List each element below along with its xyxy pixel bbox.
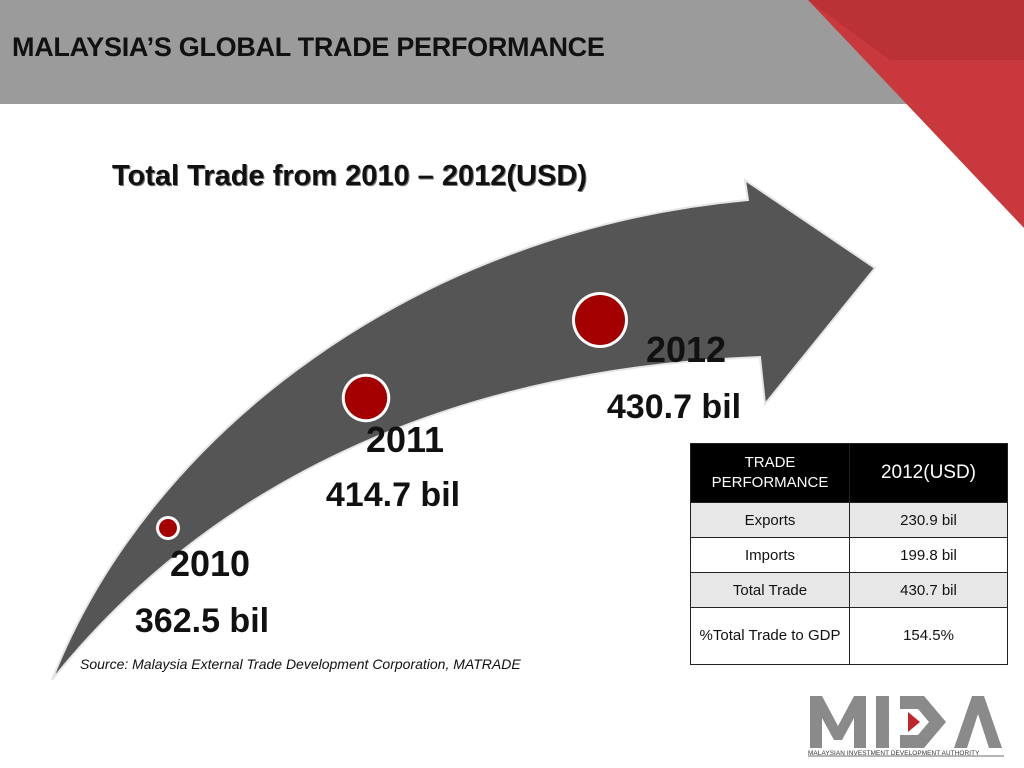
- value-label-2012: 430.7 bil: [607, 388, 741, 426]
- table-row: %Total Trade to GDP 154.5%: [690, 607, 1008, 665]
- value-label-2010: 362.5 bil: [135, 602, 269, 640]
- trade-performance-table: TRADE PERFORMANCE 2012(USD) Exports 230.…: [690, 443, 1008, 665]
- table-cell-value: 199.8 bil: [849, 537, 1008, 573]
- table-cell-value: 230.9 bil: [849, 502, 1008, 538]
- logo-letter-d: [900, 696, 946, 748]
- table-cell-label: Exports: [690, 502, 850, 538]
- logo-letter-i: [876, 696, 889, 748]
- year-label-2012: 2012: [646, 329, 726, 370]
- logo-letter-m: [810, 696, 866, 748]
- table-row: Exports 230.9 bil: [690, 502, 1008, 538]
- logo-red-triangle: [908, 712, 920, 732]
- table-cell-label: %Total Trade to GDP: [690, 607, 850, 665]
- table-row: Imports 199.8 bil: [690, 537, 1008, 573]
- page-title: MALAYSIA’S GLOBAL TRADE PERFORMANCE: [12, 32, 605, 62]
- table-cell-value: 430.7 bil: [849, 572, 1008, 608]
- table-row: Total Trade 430.7 bil: [690, 572, 1008, 608]
- table-cell-label: Total Trade: [690, 572, 850, 608]
- table-cell-label: Imports: [690, 537, 850, 573]
- chart-title: Total Trade from 2010 – 2012(USD): [112, 160, 587, 192]
- value-label-2011: 414.7 bil: [326, 476, 460, 514]
- year-label-2010: 2010: [170, 543, 250, 584]
- source-note: Source: Malaysia External Trade Developm…: [80, 656, 521, 672]
- data-point-2010: [159, 519, 177, 537]
- data-point-2012: [575, 295, 625, 345]
- logo-letter-a: [954, 696, 1002, 748]
- table-header-year: 2012(USD): [849, 443, 1008, 503]
- red-corner-triangle: [808, 0, 1024, 228]
- year-label-2011: 2011: [366, 419, 444, 460]
- table-header-row: TRADE PERFORMANCE 2012(USD): [690, 443, 1008, 503]
- table-header-label: TRADE PERFORMANCE: [690, 443, 850, 503]
- growth-arrow: [51, 177, 877, 681]
- mida-logo: [808, 696, 1004, 757]
- table-cell-value: 154.5%: [849, 607, 1008, 665]
- red-corner-shade: [808, 0, 1024, 60]
- logo-caption: MALAYSIAN INVESTMENT DEVELOPMENT AUTHORI…: [808, 750, 980, 757]
- chart-marks: 2010 362.5 bil 2011 414.7 bil 2012 430.7 bil: [135, 292, 741, 640]
- data-point-2011: [344, 376, 388, 420]
